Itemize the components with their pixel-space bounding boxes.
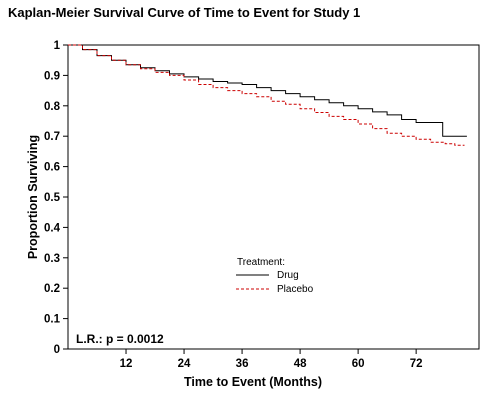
- series-lines: [68, 44, 467, 146]
- x-tick-label: 72: [410, 358, 423, 370]
- y-tick-label: 0.8: [44, 101, 61, 113]
- x-axis-title: Time to Event (Months): [184, 375, 322, 389]
- y-tick-label: 0: [54, 344, 60, 356]
- series-line-placebo: [68, 44, 465, 146]
- y-tick-label: 0.4: [44, 222, 61, 234]
- y-tick-label: 1: [54, 40, 61, 52]
- legend: Treatment: Drug Placebo: [236, 257, 314, 295]
- y-tick-label: 0.7: [44, 131, 60, 143]
- y-tick-label: 0.3: [44, 253, 60, 265]
- y-tick-label: 0.1: [44, 314, 61, 326]
- y-tick-label: 0.9: [44, 70, 60, 82]
- y-axis-title: Proportion Surviving: [26, 135, 40, 259]
- legend-label-placebo: Placebo: [277, 284, 314, 295]
- series-line-drug: [68, 44, 467, 137]
- y-axis: 0 0.1 0.2 0.3 0.4 0.5 0.6 0.7 0.8 0.9 1: [44, 40, 68, 356]
- x-axis: 12 24 36 48 60 72: [120, 349, 423, 370]
- x-tick-label: 12: [120, 358, 133, 370]
- x-tick-label: 48: [294, 358, 307, 370]
- x-tick-label: 36: [236, 358, 249, 370]
- logrank-p-value: L.R.: p = 0.0012: [76, 332, 164, 346]
- y-tick-label: 0.6: [44, 162, 60, 174]
- y-tick-label: 0.5: [44, 192, 61, 204]
- x-tick-label: 24: [178, 358, 191, 370]
- x-tick-label: 60: [352, 358, 365, 370]
- legend-title: Treatment:: [237, 257, 285, 268]
- chart-title: Kaplan-Meier Survival Curve of Time to E…: [8, 5, 360, 20]
- y-tick-label: 0.2: [44, 283, 60, 295]
- legend-label-drug: Drug: [277, 270, 299, 281]
